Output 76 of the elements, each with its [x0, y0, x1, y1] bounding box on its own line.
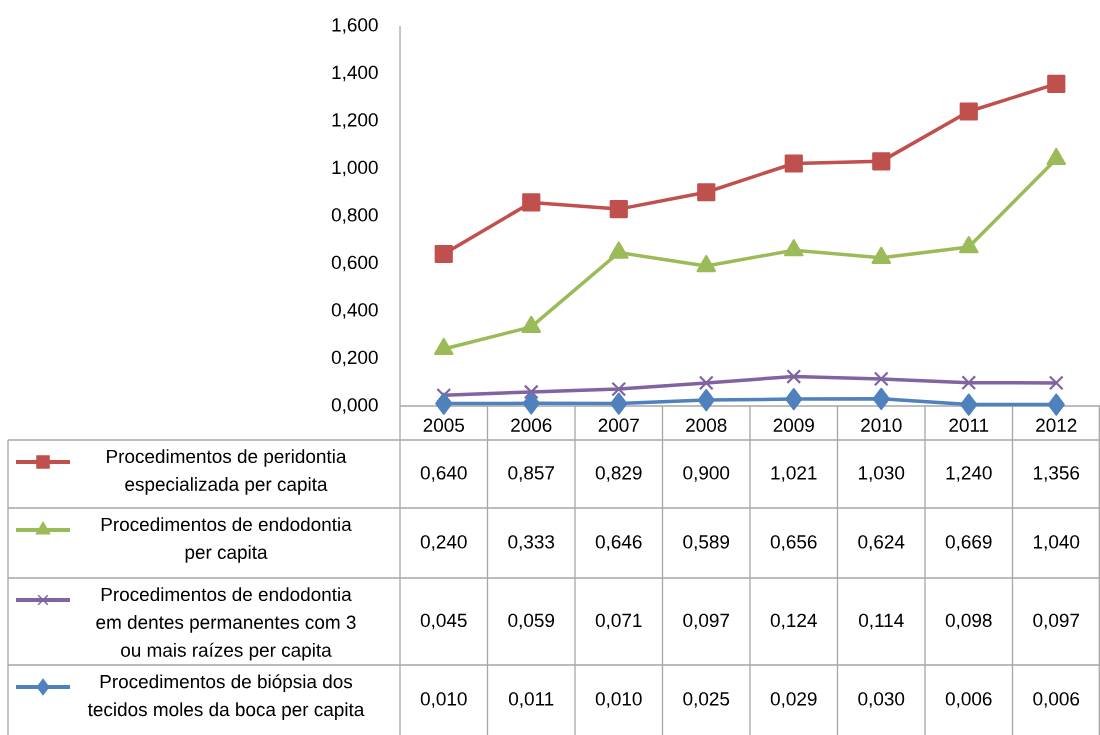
data-label: 0,098: [945, 613, 992, 630]
data-label: 0,857: [508, 466, 554, 482]
data-label: 0,071: [595, 613, 642, 630]
data-label: 0,589: [683, 535, 730, 551]
point: [1047, 393, 1065, 416]
x-tick-label: 2006: [511, 418, 552, 432]
point: [1047, 74, 1066, 94]
y-tick-label: 1,000: [332, 160, 378, 177]
data-label: 1,356: [1034, 466, 1080, 482]
point: [873, 371, 889, 387]
y-tick-label: 0,000: [331, 398, 378, 414]
point: [1048, 375, 1064, 391]
x-tick-label: 2012: [1036, 418, 1077, 432]
point: [523, 384, 539, 400]
data-label: 0,006: [1033, 692, 1080, 708]
point: [609, 200, 628, 219]
data-label: 0,010: [595, 692, 642, 708]
data-label: 0,333: [508, 535, 555, 551]
point: [611, 381, 627, 397]
data-label: 0,656: [770, 535, 817, 551]
point: [434, 244, 453, 264]
point: [784, 154, 803, 173]
point: [786, 369, 802, 384]
x-tick-label: 2005: [423, 418, 465, 432]
data-label: 0,124: [770, 613, 817, 630]
point: [435, 392, 453, 415]
legend-label: Procedimentos de biópsia dos tecidos moles da boca per capita: [87, 674, 365, 720]
x-tick-label: 2011: [949, 418, 989, 432]
data-label: 0,010: [420, 692, 467, 708]
data-label: 0,059: [508, 613, 555, 630]
data-label: 1,030: [859, 466, 905, 482]
point: [960, 393, 978, 416]
data-label: 0,240: [420, 535, 467, 551]
x-tick-label: 2009: [773, 418, 814, 432]
data-label: 0,045: [420, 613, 467, 630]
y-tick-label: 0,800: [331, 208, 378, 224]
point: [697, 388, 715, 412]
data-label: 0,029: [770, 692, 817, 708]
point: [959, 102, 978, 121]
point: [872, 152, 891, 171]
y-tick-label: 1,600: [332, 18, 378, 34]
point: [961, 375, 977, 391]
x-tick-label: 2010: [861, 418, 902, 432]
point: [872, 387, 890, 410]
point: [785, 387, 803, 411]
legend-label: Procedimentos de peridontia especializada per capita: [107, 449, 347, 495]
point: [697, 183, 716, 202]
data-label: 0,006: [945, 692, 992, 708]
data-label: 0,025: [683, 692, 730, 708]
data-label: 0,624: [858, 535, 905, 551]
point: [610, 392, 628, 415]
data-label: 0,640: [420, 466, 467, 482]
data-label: 0,030: [858, 692, 905, 708]
data-label: 0,097: [683, 613, 729, 630]
data-label: 0,829: [595, 466, 642, 482]
data-label: 0,114: [859, 613, 904, 630]
y-tick-label: 0,600: [331, 255, 378, 272]
legend-label: Procedimentos de endodontia em dentes permanentes com 3 ou mais raízes per capita: [96, 587, 356, 661]
point: [522, 392, 540, 415]
data-label: 0,669: [945, 535, 992, 551]
y-tick-label: 1,400: [332, 65, 378, 82]
data-label: 0,646: [595, 535, 642, 551]
point: [698, 375, 714, 391]
data-label: 0,900: [683, 466, 730, 482]
y-tick-label: 0,200: [331, 350, 378, 367]
data-label: 1,240: [946, 466, 992, 482]
point: [522, 193, 541, 212]
data-label: 1,040: [1034, 535, 1080, 551]
data-label: 0,097: [1033, 613, 1079, 630]
x-tick-label: 2007: [598, 418, 639, 432]
legend-label: Procedimentos de endodontia per capita: [101, 517, 352, 563]
y-tick-label: 1,200: [332, 113, 378, 129]
y-tick-label: 0,400: [331, 303, 378, 319]
x-tick-label: 2008: [686, 418, 727, 432]
data-label: 1,021: [771, 466, 817, 482]
data-label: 0,011: [509, 692, 554, 708]
